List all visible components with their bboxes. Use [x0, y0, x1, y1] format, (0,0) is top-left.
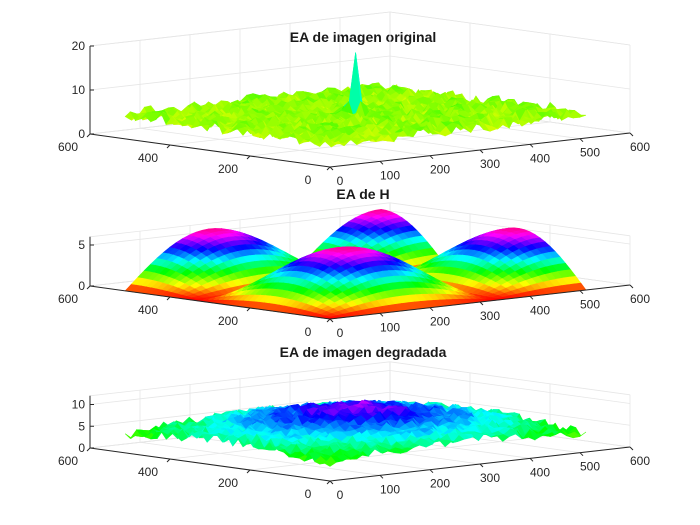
surface — [124, 209, 587, 320]
surface — [124, 52, 587, 148]
x-tick-mark — [629, 446, 634, 451]
x-tick-mark — [429, 469, 434, 474]
chart-title: EA de imagen original — [290, 29, 437, 45]
x-tick-mark — [529, 295, 534, 300]
y-tick-mark — [166, 144, 171, 149]
y-tick-label: 400 — [138, 151, 158, 165]
y-tick-mark — [326, 480, 331, 485]
x-tick-label: 100 — [380, 482, 400, 496]
surface-patch — [574, 110, 587, 118]
z-tick-label: 0 — [78, 127, 85, 141]
y-axis — [89, 447, 331, 482]
x-tick-label: 300 — [480, 309, 500, 323]
z-tick-label: 20 — [72, 39, 86, 53]
y-tick-mark — [166, 296, 171, 301]
y-tick-label: 600 — [58, 292, 78, 306]
surface — [124, 399, 587, 467]
x-tick-label: 600 — [630, 454, 650, 468]
y-tick-label: 600 — [58, 454, 78, 468]
x-tick-mark — [579, 138, 584, 143]
x-tick-mark — [429, 155, 434, 160]
x-tick-label: 200 — [430, 315, 450, 329]
x-tick-label: 400 — [530, 465, 550, 479]
x-tick-label: 300 — [480, 471, 500, 485]
axes: 0 100 200 300 400 500 600 600 400 200 0 0 5 10 — [58, 395, 650, 502]
x-tick-label: 200 — [430, 163, 450, 177]
y-tick-label: 0 — [305, 173, 312, 187]
x-tick-label: 500 — [580, 298, 600, 312]
x-tick-label: 0 — [337, 488, 344, 502]
x-tick-label: 600 — [630, 140, 650, 154]
x-tick-label: 400 — [530, 151, 550, 165]
y-tick-label: 0 — [305, 325, 312, 339]
x-tick-mark — [329, 480, 334, 485]
subplot-ea-imagen-original: EA de imagen original 0 100 200 300 400 500 60… — [58, 11, 650, 188]
z-tick-label: 5 — [78, 238, 85, 252]
x-tick-mark — [329, 318, 334, 323]
x-tick-mark — [579, 452, 584, 457]
y-tick-label: 200 — [218, 476, 238, 490]
x-tick-mark — [629, 284, 634, 289]
box-edge — [89, 11, 391, 47]
z-tick-label: 10 — [72, 83, 86, 97]
x-tick-mark — [379, 474, 384, 479]
x-tick-mark — [479, 149, 484, 154]
y-tick-mark — [86, 285, 91, 290]
x-tick-mark — [529, 143, 534, 148]
z-tick-label: 0 — [78, 441, 85, 455]
x-tick-mark — [379, 312, 384, 317]
y-tick-mark — [246, 469, 251, 474]
x-tick-label: 0 — [337, 174, 344, 188]
z-tick-label: 5 — [78, 419, 85, 433]
x-tick-label: 400 — [530, 303, 550, 317]
x-tick-mark — [479, 301, 484, 306]
surface-patch — [574, 431, 587, 437]
y-tick-mark — [326, 166, 331, 171]
x-tick-label: 300 — [480, 157, 500, 171]
box-edge — [89, 202, 391, 238]
x-tick-mark — [579, 290, 584, 295]
x-tick-mark — [429, 307, 434, 312]
box-edge — [389, 11, 631, 46]
subplot-ea-de-h: EA de H 0 100 200 300 400 500 600 600 400 200 0 0 5 — [58, 186, 650, 340]
axes: 0 100 200 300 400 500 600 600 400 200 0 0 5 — [58, 236, 650, 340]
z-tick-label: 10 — [72, 398, 86, 412]
y-tick-mark — [86, 133, 91, 138]
x-tick-mark — [629, 132, 634, 137]
y-tick-mark — [246, 155, 251, 160]
x-tick-label: 0 — [337, 326, 344, 340]
y-tick-mark — [166, 458, 171, 463]
y-tick-label: 200 — [218, 162, 238, 176]
y-tick-label: 400 — [138, 465, 158, 479]
y-axis — [89, 133, 331, 168]
x-tick-mark — [529, 457, 534, 462]
box-edge — [389, 361, 631, 396]
chart-title: EA de H — [336, 186, 389, 202]
y-tick-mark — [246, 307, 251, 312]
x-tick-mark — [379, 160, 384, 165]
x-tick-mark — [479, 463, 484, 468]
x-tick-label: 100 — [380, 320, 400, 334]
x-tick-label: 500 — [580, 460, 600, 474]
y-tick-mark — [326, 318, 331, 323]
x-tick-mark — [329, 166, 334, 171]
y-axis — [89, 285, 331, 320]
y-tick-label: 600 — [58, 140, 78, 154]
box-edge — [389, 202, 631, 237]
subplot-ea-imagen-degradada: EA de imagen degradada 0 100 200 300 400 500 6… — [58, 344, 650, 502]
box-edge — [89, 361, 391, 397]
x-tick-label: 500 — [580, 146, 600, 160]
grid-line — [89, 370, 631, 405]
axes: 0 100 200 300 400 500 600 600 400 200 0 0 10 20 — [58, 39, 650, 188]
y-tick-label: 400 — [138, 303, 158, 317]
y-tick-label: 200 — [218, 314, 238, 328]
y-tick-label: 0 — [305, 487, 312, 501]
z-tick-label: 0 — [78, 279, 85, 293]
chart-title: EA de imagen degradada — [280, 344, 447, 360]
x-tick-label: 200 — [430, 477, 450, 491]
x-tick-label: 600 — [630, 292, 650, 306]
x-tick-label: 100 — [380, 168, 400, 182]
y-tick-mark — [86, 447, 91, 452]
